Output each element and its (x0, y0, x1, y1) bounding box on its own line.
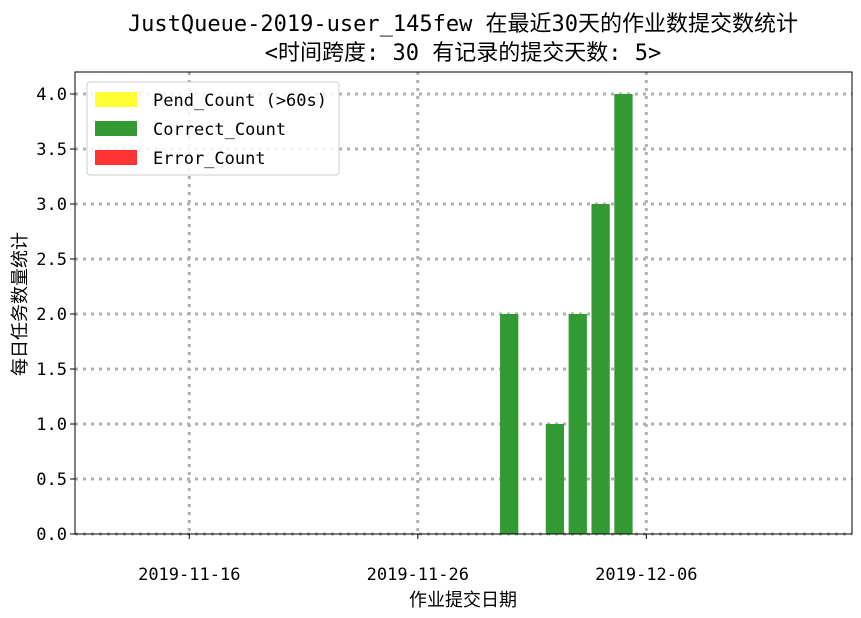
y-ticks: 0.0 0.5 1.0 1.5 2.0 2.5 3.0 3.5 4.0 (36, 85, 75, 545)
y-tick-label: 3.5 (36, 140, 67, 160)
chart-title: JustQueue-2019-user_145few 在最近30天的作业数提交数… (128, 12, 798, 37)
legend-swatch-pend (95, 92, 137, 107)
x-tick-label: 2019-11-26 (367, 565, 469, 585)
bars (500, 94, 633, 534)
legend-label-pend: Pend_Count (>60s) (153, 91, 327, 111)
y-axis-label: 每日任务数量统计 (10, 232, 31, 376)
y-tick-label: 2.0 (36, 305, 67, 325)
bar-correct (545, 424, 565, 534)
y-tick-label: 1.5 (36, 360, 67, 380)
x-axis-label: 作业提交日期 (409, 590, 517, 611)
legend-swatch-error (95, 150, 137, 165)
x-tick-label: 2019-12-06 (595, 565, 697, 585)
y-tick-label: 2.5 (36, 250, 67, 270)
plot-frame (74, 71, 853, 535)
legend-box (86, 81, 340, 176)
bar-correct (614, 94, 633, 534)
chart-subtitle: <时间跨度: 30 有记录的提交天数: 5> (265, 41, 661, 66)
legend-swatch-correct (95, 121, 137, 136)
bar-correct (568, 314, 587, 534)
legend: Pend_Count (>60s) Correct_Count Error_Co… (86, 81, 340, 176)
y-tick-label: 4.0 (36, 85, 67, 105)
bar-correct (500, 314, 519, 534)
y-tick-label: 3.0 (36, 195, 67, 215)
bar-correct (591, 204, 610, 534)
legend-label-error: Error_Count (153, 149, 266, 169)
y-tick-label: 1.0 (36, 415, 67, 435)
y-tick-label: 0.5 (36, 470, 67, 490)
x-tick-label: 2019-11-16 (138, 565, 240, 585)
legend-label-correct: Correct_Count (153, 120, 286, 140)
x-ticks: 2019-11-16 2019-11-26 2019-12-06 (138, 534, 698, 585)
y-tick-label: 0.0 (36, 525, 67, 545)
